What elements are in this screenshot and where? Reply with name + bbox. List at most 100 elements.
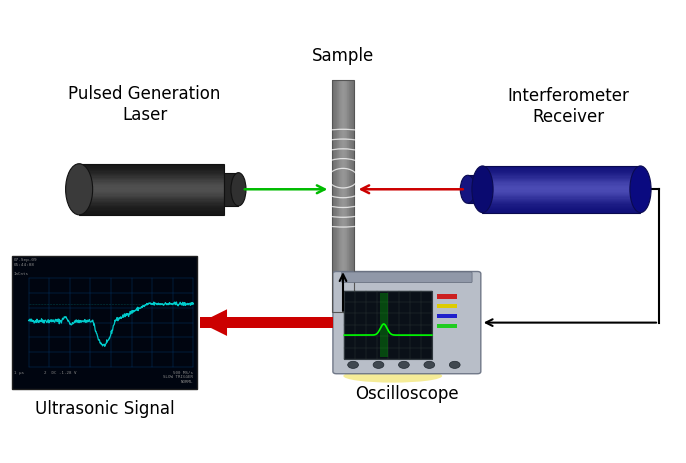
Text: Pulsed Generation
Laser: Pulsed Generation Laser xyxy=(69,85,221,124)
Bar xyxy=(79,191,224,192)
Bar xyxy=(482,172,641,173)
Bar xyxy=(79,178,224,179)
Bar xyxy=(338,81,339,312)
Bar xyxy=(482,207,641,208)
Bar xyxy=(79,207,224,208)
Bar xyxy=(79,164,224,215)
Bar xyxy=(482,208,641,209)
Bar xyxy=(344,81,345,312)
FancyBboxPatch shape xyxy=(333,271,481,374)
Bar xyxy=(79,183,224,184)
Circle shape xyxy=(449,361,460,369)
Bar xyxy=(437,304,458,308)
Bar xyxy=(482,206,641,207)
Bar xyxy=(351,81,352,312)
Bar xyxy=(332,81,354,312)
Bar xyxy=(482,180,641,181)
Bar xyxy=(79,186,224,187)
Bar xyxy=(482,183,641,185)
Bar xyxy=(482,202,641,203)
Bar xyxy=(482,190,641,192)
Bar xyxy=(482,199,641,200)
Bar xyxy=(482,192,641,193)
Bar xyxy=(79,174,224,175)
Bar xyxy=(79,208,224,210)
Text: 500 MS/s
SLOW TRIGGER
NORML: 500 MS/s SLOW TRIGGER NORML xyxy=(163,370,193,384)
Bar xyxy=(340,81,341,312)
Bar xyxy=(482,173,641,174)
Bar xyxy=(79,213,224,215)
Bar xyxy=(79,205,224,206)
Bar xyxy=(345,81,346,312)
Bar xyxy=(79,211,224,212)
Text: 07-Sep-09
05:44:08: 07-Sep-09 05:44:08 xyxy=(14,258,38,267)
Text: 1 μs        2  DC -1.28 V: 1 μs 2 DC -1.28 V xyxy=(14,370,76,375)
Bar xyxy=(482,188,641,189)
Bar xyxy=(350,81,351,312)
Bar xyxy=(343,81,344,312)
Bar xyxy=(482,167,641,168)
Bar xyxy=(79,187,224,188)
Bar xyxy=(482,203,641,205)
Bar xyxy=(79,203,224,205)
Bar xyxy=(347,81,348,312)
Bar xyxy=(482,166,641,213)
Bar xyxy=(482,182,641,183)
Bar xyxy=(482,201,641,202)
Bar xyxy=(482,194,641,195)
Bar xyxy=(79,181,224,183)
Bar xyxy=(79,192,224,193)
Circle shape xyxy=(424,361,435,369)
Ellipse shape xyxy=(231,173,246,206)
Bar xyxy=(482,189,641,190)
Bar xyxy=(482,181,641,182)
Bar xyxy=(79,212,224,213)
Bar xyxy=(482,195,641,196)
Bar xyxy=(482,212,641,213)
Bar xyxy=(79,201,224,202)
FancyBboxPatch shape xyxy=(342,272,472,282)
Bar xyxy=(482,197,641,199)
Bar xyxy=(12,256,197,389)
Bar xyxy=(79,198,224,200)
Bar xyxy=(79,166,224,168)
Bar xyxy=(79,175,224,176)
Bar xyxy=(342,81,343,312)
Bar xyxy=(482,174,641,175)
Bar xyxy=(482,186,641,187)
Bar xyxy=(482,176,641,178)
Bar xyxy=(333,81,334,312)
Bar xyxy=(79,165,224,166)
Text: Sample: Sample xyxy=(312,47,374,65)
Bar xyxy=(334,81,335,312)
Ellipse shape xyxy=(630,166,651,213)
Bar xyxy=(339,81,340,312)
Bar xyxy=(79,180,224,181)
Text: InCnts: InCnts xyxy=(14,271,29,275)
Bar xyxy=(79,168,224,169)
Bar xyxy=(468,175,482,203)
Circle shape xyxy=(373,361,384,369)
Bar xyxy=(79,169,224,170)
Bar xyxy=(348,81,349,312)
Text: Oscilloscope: Oscilloscope xyxy=(355,385,459,403)
Bar xyxy=(79,173,224,174)
Bar xyxy=(437,324,458,328)
Bar xyxy=(344,291,432,359)
Bar xyxy=(482,209,641,210)
Bar xyxy=(79,210,224,211)
Ellipse shape xyxy=(472,166,493,213)
Bar xyxy=(482,193,641,194)
Bar xyxy=(79,189,224,191)
Bar xyxy=(79,197,224,198)
Bar xyxy=(79,200,224,201)
Ellipse shape xyxy=(460,175,475,203)
Bar xyxy=(482,200,641,201)
Bar xyxy=(482,178,641,179)
Bar xyxy=(482,187,641,188)
Circle shape xyxy=(348,361,359,369)
Bar xyxy=(335,81,336,312)
Bar xyxy=(79,202,224,203)
Bar xyxy=(482,210,641,212)
Bar xyxy=(79,196,224,197)
